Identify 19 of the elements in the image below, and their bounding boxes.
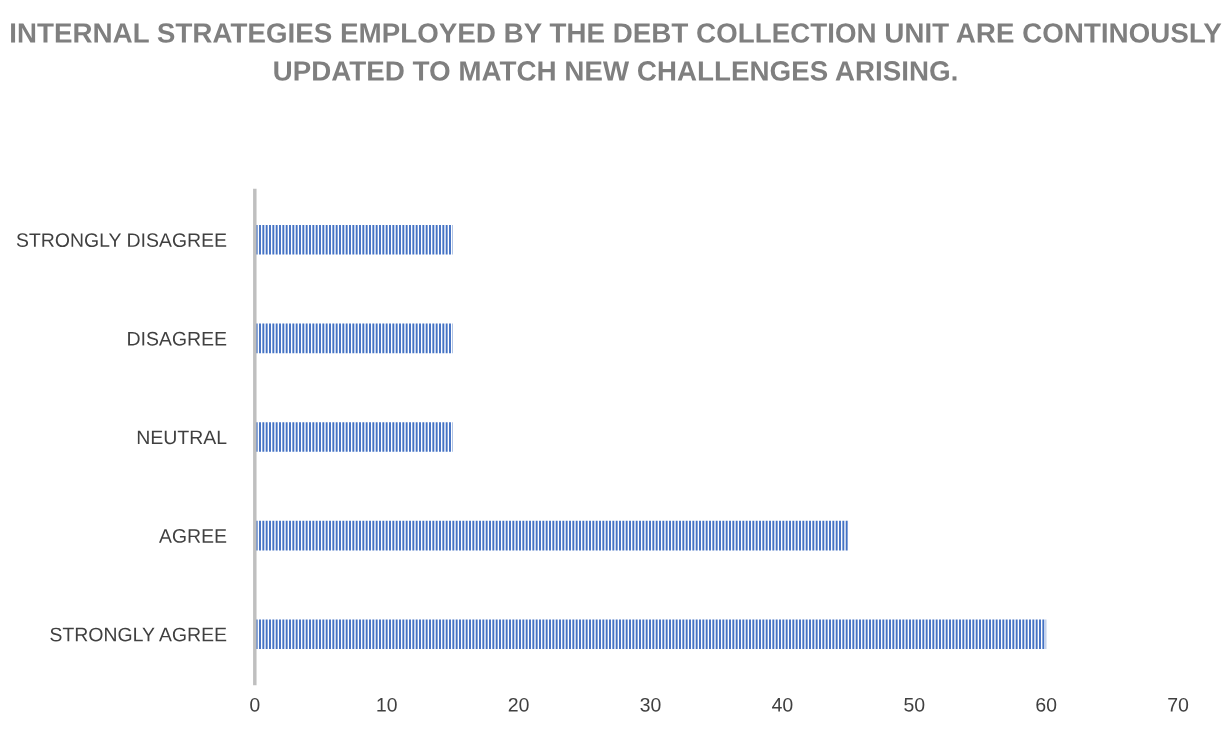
- x-tick-label: 20: [508, 697, 529, 712]
- x-tick-label: 50: [904, 697, 925, 712]
- x-tick-label: 10: [377, 697, 397, 712]
- bar: [254, 520, 849, 551]
- y-tick-label: STRONGLY DISAGREE: [16, 233, 227, 248]
- y-tick-label: DISAGREE: [128, 331, 227, 346]
- x-tick-label: 70: [1168, 697, 1189, 712]
- y-tick-label: STRONGLY AGREE: [50, 627, 227, 642]
- bar: [254, 225, 453, 255]
- chart-title: INTERNAL STRATEGIES EMPLOYED BY THE DEBT COLLECTION UNIT ARE CONTINOUSLY UPDATED TO MATCH NEW CHALLENGES ARISING.: [11, 23, 1222, 81]
- y-tick-label: AGREE: [159, 529, 227, 543]
- bar: [254, 323, 453, 354]
- x-tick-label: 40: [772, 697, 793, 712]
- bar: [254, 619, 1047, 649]
- x-tick-label: 30: [640, 697, 661, 712]
- x-tick-label: 60: [1036, 697, 1057, 712]
- bar: [254, 422, 453, 452]
- y-tick-label: NEUTRAL: [137, 430, 227, 445]
- x-tick-label: 0: [250, 697, 260, 712]
